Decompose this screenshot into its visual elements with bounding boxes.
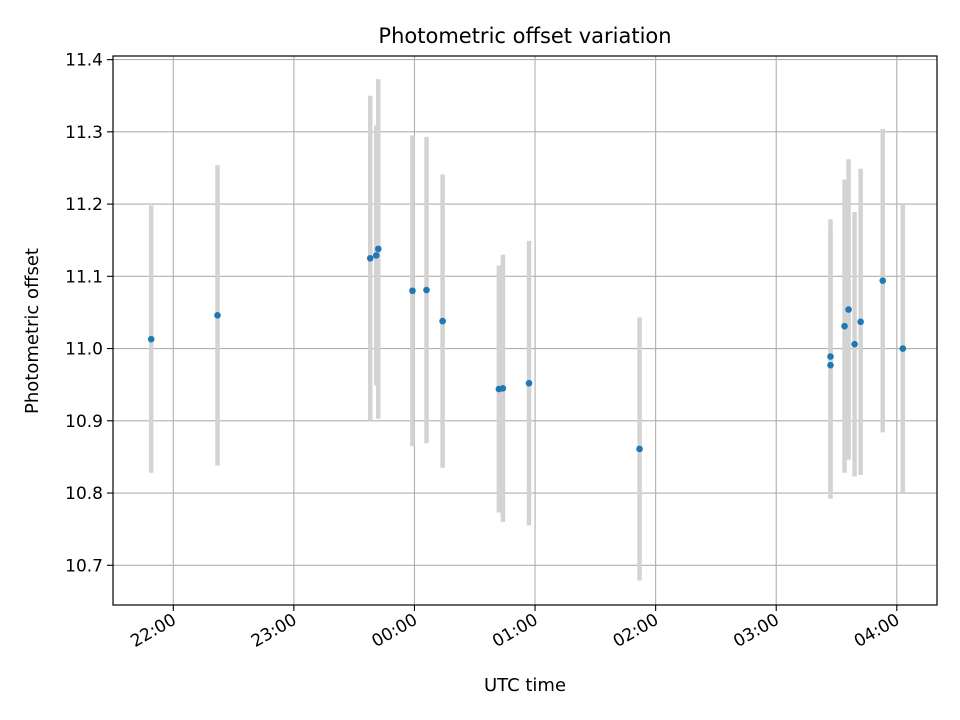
y-tick-label: 11.1 [65, 267, 103, 287]
data-point [841, 322, 848, 330]
y-tick-label: 10.8 [65, 484, 103, 504]
data-point [147, 335, 155, 343]
data-point [374, 245, 382, 253]
y-tick-label: 11.4 [65, 51, 103, 71]
data-point [845, 306, 852, 313]
y-tick-label: 11.0 [65, 340, 103, 360]
data-point [827, 353, 834, 360]
y-tick-label: 10.9 [65, 412, 103, 432]
data-point [214, 312, 221, 319]
data-point [423, 286, 430, 294]
data-point [827, 361, 834, 369]
chart-title: Photometric offset variation [378, 24, 671, 48]
data-points [147, 245, 907, 453]
x-axis-label: UTC time [484, 675, 566, 696]
data-point [499, 384, 507, 392]
y-tick-label: 11.2 [65, 195, 103, 215]
y-tick-label: 10.7 [65, 556, 103, 576]
data-point [439, 317, 446, 325]
plot-frame [112, 55, 938, 606]
data-point [879, 277, 887, 284]
y-axis-ticks: 10.7 10.8 10.9 11.0 11.1 11.2 11.3 11.4 [65, 51, 113, 576]
y-tick-label: 11.3 [65, 123, 103, 143]
data-point [636, 445, 643, 453]
data-point [899, 345, 907, 352]
y-axis-label: Photometric offset [22, 248, 43, 414]
data-point [851, 340, 858, 348]
data-point [372, 252, 380, 259]
data-point [525, 379, 533, 387]
data-point [409, 287, 416, 295]
data-point [366, 254, 374, 262]
data-point [857, 318, 864, 326]
